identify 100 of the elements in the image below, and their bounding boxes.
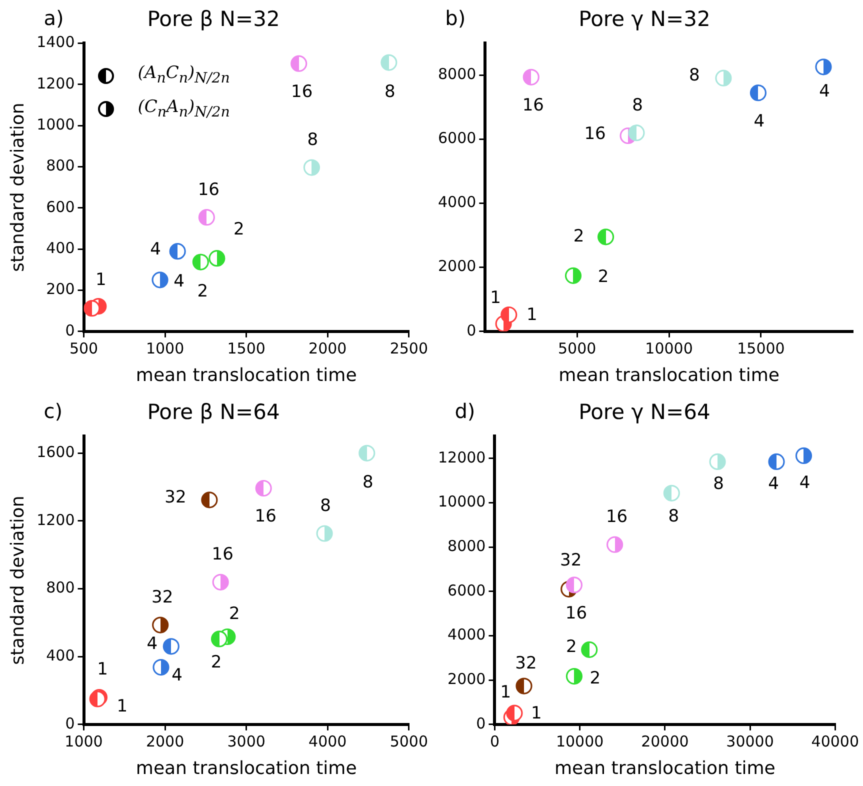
point [208,250,226,267]
point [581,641,598,658]
y-tick-label: 6000 [448,581,486,600]
y-tick-label: 0 [65,321,75,340]
text: b) [445,6,466,30]
annotation: 4 [799,473,810,494]
y-tick-label: 2000 [438,257,476,276]
y-tick-label: 2000 [448,670,486,688]
point [210,630,228,648]
chart-title: Pore β N=64 [147,400,280,424]
annotation: 2 [228,604,240,624]
annotation: 8 [689,66,700,86]
x-tick-label: 40000 [811,732,859,750]
y-tick-label: 0 [65,714,75,732]
point [715,70,732,86]
x-tick-label: 0 [490,732,500,750]
annotation: 32 [515,653,537,674]
annotation: 4 [819,81,830,102]
point [522,68,540,86]
y-tick-label: 0 [476,714,486,732]
annotation: 2 [197,281,208,302]
x-tick-label: 2000 [146,732,184,750]
point [290,55,308,72]
annotation: 4 [754,111,765,132]
point [750,84,767,102]
point [198,209,215,226]
point [566,668,583,685]
x-tick-label: 10000 [645,339,693,358]
legend-label: (A$_{n}$C$_{n}$)$_{N/2n}$ [138,62,230,89]
annotation: 4 [768,474,779,494]
y-tick-label: 1200 [36,510,75,529]
y-tick-label: 1000 [36,115,75,134]
annotation: 8 [713,474,724,494]
point [162,638,180,655]
annotation: 16 [212,544,234,565]
point [303,159,320,176]
annotation: 8 [320,496,331,516]
annotation: 32 [560,550,582,571]
annotation: 16 [291,82,313,102]
point [192,254,209,270]
point [506,704,523,722]
annotation: 2 [573,226,584,246]
point [597,228,614,246]
annotation: 2 [598,267,609,288]
annotation: 8 [384,82,396,102]
chart-title: Pore γ N=32 [578,7,710,32]
x-tick-label: 30000 [726,732,774,750]
chart-title: Pore β N=32 [147,7,280,32]
legend-label: (C$_{n}$A$_{n}$)$_{N/2n}$ [138,96,230,122]
y-tick-label: 800 [46,578,75,597]
annotation: 16 [522,96,544,116]
annotation: 16 [198,180,220,200]
point [566,576,583,594]
x-tick-label: 4000 [308,732,347,750]
annotation: 1 [97,659,108,680]
annotation: 8 [668,506,680,527]
point [201,492,218,508]
x-tick-label: 500 [69,339,98,358]
annotation: 4 [146,634,158,654]
y-tick-label: 1200 [36,74,75,92]
x-axis-title: mean translocation time [558,364,780,386]
y-tick-label: 8000 [448,536,486,555]
x-tick-label: 1000 [146,339,184,358]
text: a) [44,6,64,30]
point [564,267,582,284]
point [500,306,518,324]
point [212,574,229,590]
y-tick-label: 6000 [438,129,476,148]
chart-title: Pore γ N=64 [578,400,710,424]
annotation: 2 [234,220,244,240]
x-axis-title: mean translocation time [554,758,776,779]
x-tick-label: 3000 [227,732,266,750]
annotation: 1 [116,696,128,717]
annotation: 8 [632,95,643,116]
annotation: 1 [526,305,538,326]
y-tick-label: 200 [46,280,75,298]
annotation: 32 [164,487,186,508]
point [768,453,785,470]
point [815,58,832,76]
x-tick-label: 10000 [556,732,604,750]
y-tick-label: 4000 [448,626,486,644]
x-tick-label: 2500 [390,339,428,358]
point [663,484,680,502]
annotation: 2 [590,668,601,689]
annotation: 1 [490,288,501,308]
y-tick-label: 12000 [438,448,486,466]
point [709,453,726,470]
point [255,480,272,497]
point [152,272,168,288]
annotation: 1 [500,682,512,703]
y-tick-label: 1600 [36,443,75,462]
annotation: 1 [95,270,106,290]
point [169,243,186,260]
annotation: 4 [172,666,182,686]
annotation: 4 [174,271,184,292]
point [152,616,169,634]
y-tick-label: 8000 [438,65,476,84]
x-tick-label: 20000 [641,732,689,750]
point [84,300,100,317]
annotation: 2 [566,637,577,658]
